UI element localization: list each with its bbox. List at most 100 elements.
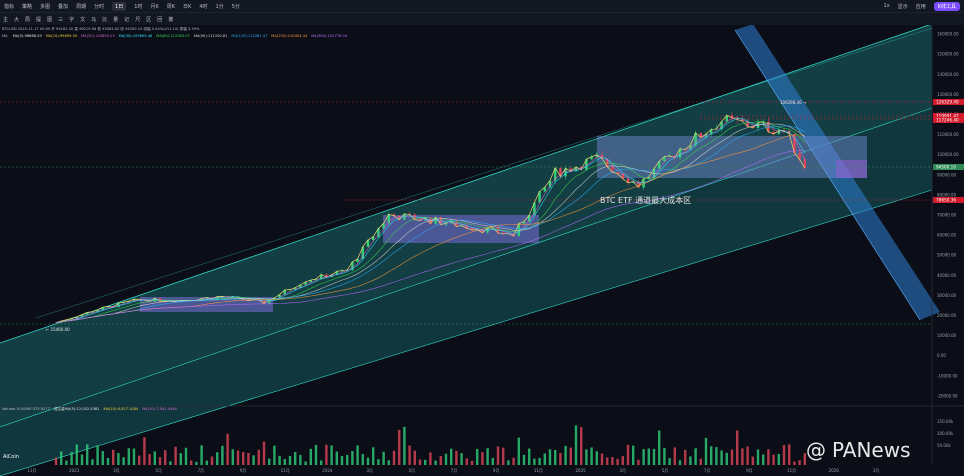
toolbar-item[interactable]: 1时 [134,3,143,10]
volume-bar [418,459,422,465]
candle-body [340,270,344,272]
volume-legend: Volume VOLUME:375.9277 成交量MA(5):12,052.53… [2,407,181,412]
toolbar-item[interactable]: 叠加 [58,3,69,10]
volume-bar [346,454,349,465]
candle-body [80,314,84,317]
candle-body [205,297,208,299]
toolbar-item[interactable]: 多图 [40,3,51,10]
toolbar-item[interactable]: 5分 [231,3,240,10]
toolbar-right-item[interactable]: 应用 [915,3,926,10]
volume-bar [190,460,193,465]
volume-bar [361,454,364,465]
y-tick-label: 140000.00 [937,72,959,77]
volume-bar [221,445,224,465]
volume-bar [496,446,500,465]
draw-tool[interactable]: 提 [36,16,42,23]
candle-body [309,280,312,283]
volume-bar [793,461,796,465]
toolbar-right-item[interactable]: 1x [883,3,890,9]
draw-tool[interactable]: 区 [146,16,152,23]
toolbar-item[interactable]: 1日 [112,1,127,11]
toolbar-item[interactable]: 4时 [199,3,208,10]
candle-body [543,187,546,192]
volume-value: MA(10):7,541.4446 [142,407,177,411]
tool-badge[interactable]: K线工具 [933,1,960,11]
candle-body [522,221,526,224]
volume-bar [340,455,344,465]
draw-tool[interactable]: 回 [157,16,163,23]
volume-bar [548,449,552,465]
toolbar-item[interactable]: 周期 [76,3,87,10]
volume-bar [101,451,104,465]
draw-tool[interactable]: 比 [102,16,108,23]
volume-bar [444,453,448,465]
toolbar-right-item[interactable]: 显示 [897,3,908,10]
candle-body [626,178,630,183]
volume-bar [543,453,546,465]
volume-bar [663,447,666,465]
toolbar-item[interactable]: 策略 [22,3,33,10]
x-tick-label: 5月 [409,468,416,473]
ma-title: MA [2,34,8,38]
toolbar-item[interactable]: 周K [166,3,176,10]
candle-body [528,215,531,222]
draw-tool[interactable]: 尺 [135,16,141,23]
volume-bar [580,427,583,465]
toolbar-item[interactable]: 指标 [4,3,15,10]
candle-body [351,262,354,271]
candle-body [70,318,73,320]
draw-tool[interactable]: 记 [124,16,130,23]
candle-body [330,274,333,278]
draw-tool[interactable]: 主 [3,16,9,23]
price-label: 117246.40 [936,118,959,123]
volume-bar [86,444,89,465]
draw-tool[interactable]: 撤 [168,16,174,23]
draw-tool[interactable]: 局 [25,16,31,23]
draw-tool[interactable]: 字 [69,16,75,23]
candle-body [741,119,744,122]
volume-bar [616,458,619,465]
draw-tool[interactable]: 马 [91,16,97,23]
draw-tool[interactable]: 文 [80,16,86,23]
volume-bar [439,456,442,465]
toolbar-item[interactable]: 1分 [215,3,224,10]
volume-bar [538,457,541,465]
y-tick-label: 150000.00 [937,52,959,57]
candle-body [96,309,99,312]
price-label-bg [933,113,964,119]
volume-bar [512,457,515,465]
volume-bar [595,451,598,465]
volume-bar [75,444,78,465]
toolbar-item[interactable]: 分时 [94,3,105,10]
draw-tool[interactable]: 大 [14,16,20,23]
candle-body [91,311,94,313]
volume-bar [408,445,411,465]
draw-tool[interactable]: 量 [113,16,119,23]
x-tick-label: 2026 [829,468,840,473]
draw-tool[interactable]: 三 [58,16,64,23]
volume-bar [96,445,99,465]
volume-bar [528,448,531,465]
volume-bar [148,454,151,465]
volume-bar [569,447,572,465]
ma-value: MA(20):103659.23 [81,34,115,38]
candle-body [262,300,266,304]
volume-bar [673,447,676,465]
volume-bar [325,444,328,465]
candle-body [569,168,572,172]
candle-body [434,217,437,224]
toolbar-item[interactable]: 月K [150,3,159,10]
candle-body [595,154,598,157]
x-tick-label: 5月 [155,468,162,473]
draw-tool[interactable]: 图 [47,16,53,23]
candle-body [564,168,567,177]
volume-bar [772,454,775,465]
volume-bar [710,446,713,465]
volume-bar [590,447,593,465]
toolbar-item[interactable]: 日K [183,3,192,10]
price-label-bg [933,99,964,105]
ma-value: MA(5):96688.33 [12,34,42,38]
volume-bar [689,456,692,465]
volume-bar [632,445,635,465]
